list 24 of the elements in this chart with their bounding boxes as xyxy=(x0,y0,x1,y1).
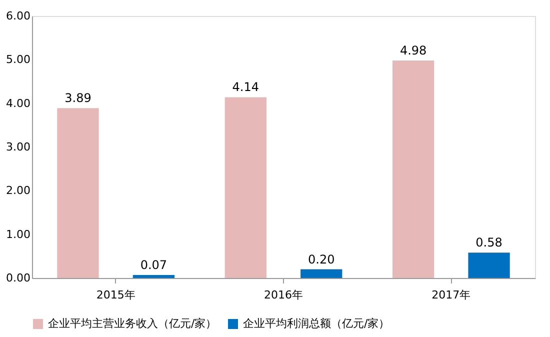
bar xyxy=(468,252,510,278)
y-tick-label: 2.00 xyxy=(6,184,30,198)
data-label: 0.20 xyxy=(308,252,335,266)
legend-label: 企业平均主营业务收入（亿元/家） xyxy=(48,317,217,330)
y-tick-label: 1.00 xyxy=(6,228,30,241)
x-tick-label: 2016年 xyxy=(264,288,303,302)
bar xyxy=(57,108,99,278)
y-tick-label: 3.00 xyxy=(6,140,30,154)
x-tick-label: 2017年 xyxy=(432,288,471,302)
data-label: 4.14 xyxy=(232,80,259,94)
legend-label: 企业平均利润总额（亿元/家） xyxy=(243,317,390,330)
data-label: 4.98 xyxy=(400,44,427,58)
bar xyxy=(392,60,434,278)
bar xyxy=(224,97,266,278)
y-tick-label: 0.00 xyxy=(6,272,30,284)
data-label: 0.07 xyxy=(140,258,168,272)
y-tick-label: 4.00 xyxy=(6,96,30,110)
bar xyxy=(300,269,342,278)
y-tick-label: 6.00 xyxy=(6,10,30,22)
bar xyxy=(132,274,175,278)
data-label: 0.58 xyxy=(476,236,502,250)
data-label: 3.89 xyxy=(64,91,92,106)
y-tick-label: 5.00 xyxy=(6,53,30,66)
x-tick-label: 2015年 xyxy=(96,288,136,302)
